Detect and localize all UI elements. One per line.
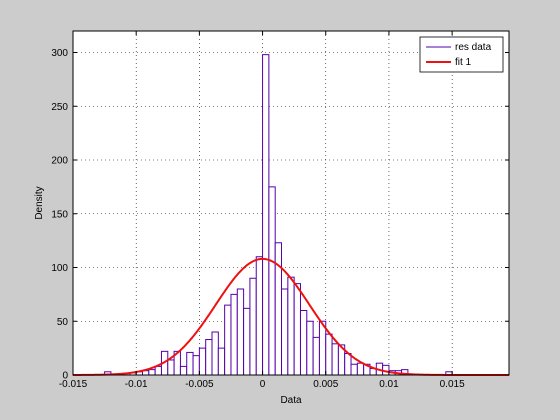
histogram-bar <box>255 256 264 376</box>
histogram-bar <box>186 351 194 376</box>
x-axis-label: Data <box>280 395 302 406</box>
histogram-bar <box>325 333 333 376</box>
histogram-bar <box>211 331 219 376</box>
y-tick-label: 250 <box>51 102 68 113</box>
x-tick-label: -0.005 <box>185 379 214 390</box>
histogram-bar <box>350 363 358 376</box>
histogram-bar <box>236 288 245 376</box>
x-tick-label: 0.015 <box>440 379 465 390</box>
x-axis: -0.015 -0.01 -0.005 0 0.005 0.01 0.015 <box>59 31 465 390</box>
histogram-bar <box>318 320 327 376</box>
x-tick-label: -0.015 <box>59 379 88 390</box>
x-tick-label: 0.005 <box>313 379 338 390</box>
histogram-bar <box>306 320 314 376</box>
histogram-bar <box>224 304 232 376</box>
x-tick-label: 0 <box>260 379 266 390</box>
y-axis-label: Density <box>34 186 45 219</box>
histogram-bar <box>287 276 295 376</box>
legend: res data fit 1 <box>419 36 504 73</box>
legend-box <box>419 36 504 73</box>
y-tick-label: 0 <box>62 371 68 382</box>
legend-label-fit-1: fit 1 <box>455 57 472 68</box>
histogram-bar <box>217 347 226 376</box>
histogram-bar <box>154 365 162 376</box>
histogram-bar <box>356 362 365 376</box>
histogram-bar <box>148 369 156 376</box>
histogram-bar <box>344 353 352 376</box>
histogram-bar <box>312 336 320 376</box>
histogram-bar <box>198 347 207 376</box>
y-tick-label: 50 <box>57 317 69 328</box>
histogram-bar <box>230 293 238 376</box>
histogram-bar <box>192 355 200 376</box>
y-tick-label: 200 <box>51 156 68 167</box>
histogram-bar <box>281 288 289 376</box>
histogram-bar <box>331 343 339 376</box>
histogram-bar <box>262 54 270 376</box>
y-tick-label: 300 <box>51 48 68 59</box>
histogram-bar <box>243 307 251 376</box>
histogram-bar <box>249 277 257 376</box>
histogram-bar <box>299 310 308 376</box>
y-tick-label: 100 <box>51 263 68 274</box>
x-tick-label: 0.01 <box>379 379 399 390</box>
legend-label-res-data: res data <box>455 42 492 53</box>
histogram-bar <box>293 283 301 376</box>
y-axis: 0 50 100 150 200 250 300 <box>51 48 509 382</box>
plot-frame <box>72 30 510 376</box>
histogram-bar <box>179 365 188 376</box>
y-tick-label: 150 <box>51 209 68 220</box>
histogram-bar <box>268 186 276 376</box>
histogram-bar <box>205 339 213 376</box>
x-tick-label: -0.01 <box>125 379 148 390</box>
histogram-bar <box>167 359 175 376</box>
